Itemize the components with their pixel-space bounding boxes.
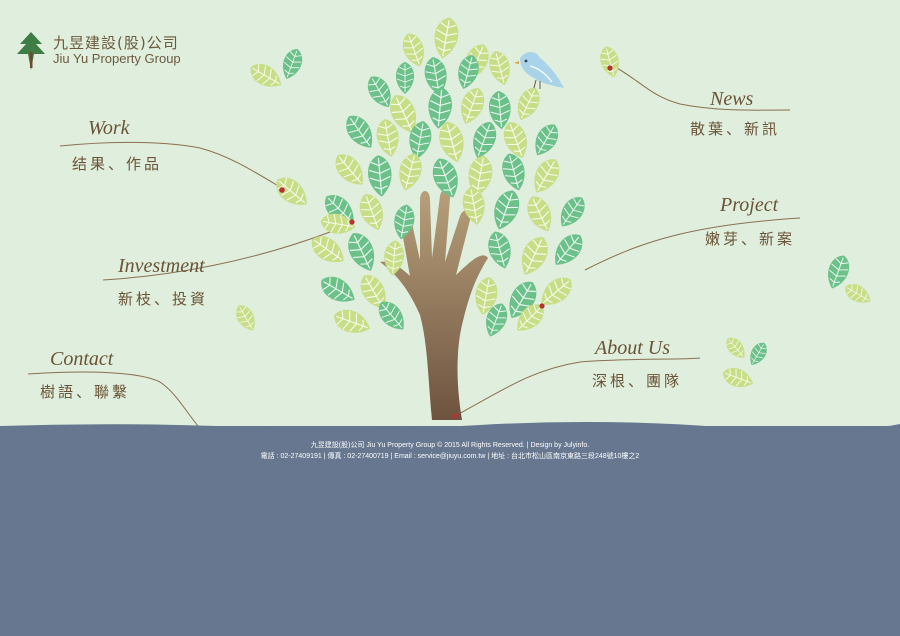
- nav-investment-subtitle[interactable]: 新枝、投資: [118, 290, 209, 308]
- scattered-leaves: [231, 43, 875, 393]
- company-name-chinese: 九昱建設(股)公司: [53, 34, 179, 52]
- leaf: [485, 47, 515, 89]
- leaf: [328, 147, 372, 193]
- leaf: [721, 333, 751, 363]
- leaf: [546, 227, 590, 273]
- nav-about-subtitle[interactable]: 深根、團隊: [592, 372, 683, 390]
- footer-contact-info: 電話 : 02-27409191 | 傳真 : 02-27400719 | Em…: [260, 453, 640, 460]
- leaf: [514, 231, 554, 281]
- branch-lines: [27, 63, 801, 427]
- leaf: [329, 304, 375, 340]
- leaf: [430, 14, 462, 62]
- leaf: [596, 43, 624, 81]
- leaf: [487, 185, 525, 235]
- leaf: [454, 83, 490, 129]
- leaf: [719, 363, 757, 393]
- tree-trunk: [380, 189, 488, 420]
- nav-investment-title[interactable]: Investment: [118, 255, 205, 277]
- leaf: [394, 150, 426, 194]
- leaf: [528, 119, 564, 161]
- leaf: [245, 58, 287, 94]
- bird-icon: [514, 52, 564, 89]
- leaf: [365, 153, 395, 199]
- leaf: [553, 191, 591, 233]
- leaf: [744, 338, 772, 370]
- leaf: [342, 227, 382, 277]
- leaf: [526, 153, 566, 199]
- berries: [279, 65, 613, 419]
- leaf: [466, 117, 502, 163]
- leaf: [354, 189, 390, 235]
- leaf: [511, 83, 545, 125]
- nav-contact-title[interactable]: Contact: [50, 348, 114, 370]
- leaf: [521, 191, 559, 237]
- leaf: [269, 170, 315, 214]
- nav-news-title[interactable]: News: [710, 88, 754, 110]
- leaf: [305, 229, 351, 271]
- nav-project-title[interactable]: Project: [720, 194, 779, 216]
- nav-project-subtitle[interactable]: 嫩芽、新案: [705, 230, 796, 248]
- leaf: [841, 279, 875, 309]
- leaf: [277, 45, 307, 83]
- nav-contact-subtitle[interactable]: 樹語、聯繫: [40, 383, 131, 401]
- nav-news-subtitle[interactable]: 散葉、新訊: [690, 120, 781, 138]
- ground-footer-area: [0, 426, 900, 636]
- leaf: [395, 61, 415, 95]
- leaf: [339, 109, 381, 155]
- leaf: [315, 270, 361, 310]
- nav-work-title[interactable]: Work: [88, 117, 130, 139]
- company-name-english: Jiu Yu Property Group: [53, 51, 181, 66]
- tree-scene: [27, 14, 875, 427]
- footer-copyright: 九昱建設(股)公司 Jiu Yu Property Group © 2015 A…: [310, 442, 590, 449]
- leaf: [498, 150, 530, 194]
- site-logo[interactable]: 九昱建設(股)公司 Jiu Yu Property Group: [16, 30, 216, 70]
- nav-about-title[interactable]: About Us: [595, 337, 670, 359]
- ground-edge: [0, 421, 900, 438]
- leaf: [484, 228, 516, 272]
- nav-work-subtitle[interactable]: 结果、作品: [72, 155, 163, 173]
- leaf: [231, 301, 261, 335]
- pine-tree-icon: [17, 32, 45, 70]
